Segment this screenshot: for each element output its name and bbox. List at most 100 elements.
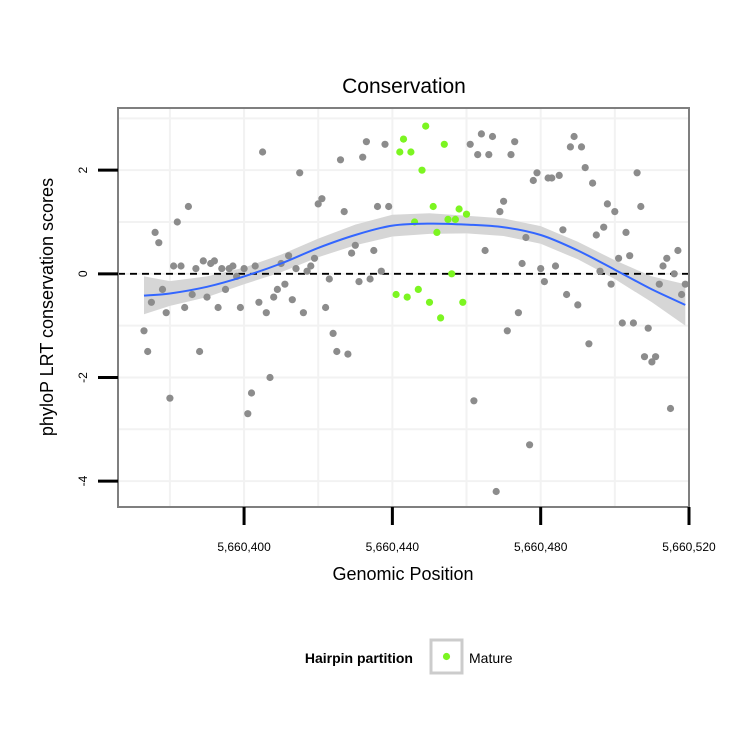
- x-tick-label: 5,660,400: [217, 540, 271, 554]
- data-point: [259, 148, 267, 156]
- data-point-mature: [418, 166, 426, 174]
- data-point: [581, 164, 589, 172]
- data-point: [629, 319, 638, 327]
- data-point-mature: [433, 228, 441, 236]
- legend-title: Hairpin partition: [305, 650, 413, 666]
- data-point-mature: [440, 140, 448, 148]
- legend-label-mature: Mature: [469, 650, 513, 666]
- data-point: [652, 353, 660, 361]
- data-point: [251, 262, 259, 270]
- data-point: [310, 254, 319, 262]
- data-point-mature: [444, 215, 452, 223]
- data-point: [492, 487, 500, 496]
- data-point: [140, 327, 148, 335]
- data-point: [585, 340, 593, 348]
- data-point-mature: [422, 122, 430, 130]
- data-point-mature: [396, 148, 404, 156]
- data-point: [348, 249, 356, 257]
- y-tick-label: 0: [76, 270, 90, 277]
- data-point: [370, 246, 378, 255]
- data-point: [618, 319, 626, 327]
- data-point-mature: [448, 270, 456, 278]
- data-point: [563, 290, 571, 299]
- data-point: [470, 397, 478, 405]
- confidence-band-area: [144, 213, 686, 326]
- data-point: [340, 208, 348, 216]
- data-point: [270, 293, 278, 301]
- data-point: [303, 267, 311, 275]
- confidence-band: [144, 213, 686, 326]
- data-point: [500, 197, 508, 205]
- data-point: [611, 208, 619, 216]
- data-point: [559, 226, 567, 234]
- data-point: [640, 353, 649, 361]
- data-point: [351, 241, 359, 249]
- data-point: [203, 293, 211, 301]
- data-point: [633, 169, 641, 177]
- data-point: [255, 298, 263, 306]
- data-point-mature: [455, 205, 463, 213]
- data-point: [659, 262, 667, 270]
- data-point: [214, 303, 222, 312]
- data-point: [359, 153, 367, 161]
- legend: Hairpin partition Mature: [305, 638, 513, 675]
- data-point-mature: [392, 290, 400, 299]
- data-point: [221, 285, 230, 293]
- data-point: [496, 208, 504, 216]
- data-point: [240, 265, 248, 273]
- data-point: [533, 169, 541, 177]
- data-point: [381, 140, 389, 148]
- data-point-mature: [462, 210, 471, 218]
- data-point: [540, 278, 549, 286]
- data-point: [577, 143, 586, 151]
- data-point: [210, 257, 218, 265]
- legend-dot-mature: [442, 652, 451, 661]
- data-point: [681, 280, 689, 288]
- data-point: [514, 309, 523, 317]
- data-point: [262, 309, 270, 317]
- data-point: [162, 309, 170, 317]
- data-point: [155, 239, 163, 247]
- data-point: [362, 138, 370, 146]
- data-point: [329, 329, 337, 337]
- data-point: [589, 179, 597, 187]
- data-point: [158, 285, 167, 293]
- data-point: [333, 347, 341, 356]
- data-point: [147, 298, 155, 306]
- data-point: [548, 174, 556, 182]
- data-point: [288, 296, 296, 304]
- legend-key-mature: [429, 638, 464, 675]
- data-point: [229, 262, 237, 270]
- data-point: [666, 404, 675, 413]
- data-point: [622, 228, 630, 236]
- data-point: [481, 246, 489, 255]
- x-tick-label: 5,660,440: [366, 540, 420, 554]
- data-point: [218, 265, 226, 273]
- x-tick-label: 5,660,520: [662, 540, 716, 554]
- data-point: [507, 151, 515, 159]
- data-point-mature: [425, 298, 434, 306]
- data-point: [644, 324, 652, 332]
- data-point: [299, 309, 307, 317]
- data-point: [166, 394, 174, 402]
- data-point: [566, 143, 575, 151]
- data-point: [236, 303, 244, 312]
- data-point: [600, 223, 608, 231]
- data-points: [140, 122, 689, 496]
- data-point: [336, 156, 345, 164]
- data-point-mature: [407, 148, 415, 156]
- data-point: [555, 171, 563, 179]
- x-axis-title: Genomic Position: [332, 564, 473, 584]
- data-point-mature: [399, 135, 408, 143]
- data-point-mature: [403, 293, 411, 301]
- data-point: [466, 140, 474, 148]
- data-point: [292, 265, 300, 273]
- y-tick-label: -4: [76, 475, 90, 486]
- data-point: [181, 303, 189, 312]
- data-point: [674, 246, 682, 255]
- data-point: [663, 254, 671, 262]
- data-point: [377, 267, 385, 275]
- data-point: [173, 218, 181, 226]
- data-point: [285, 252, 293, 260]
